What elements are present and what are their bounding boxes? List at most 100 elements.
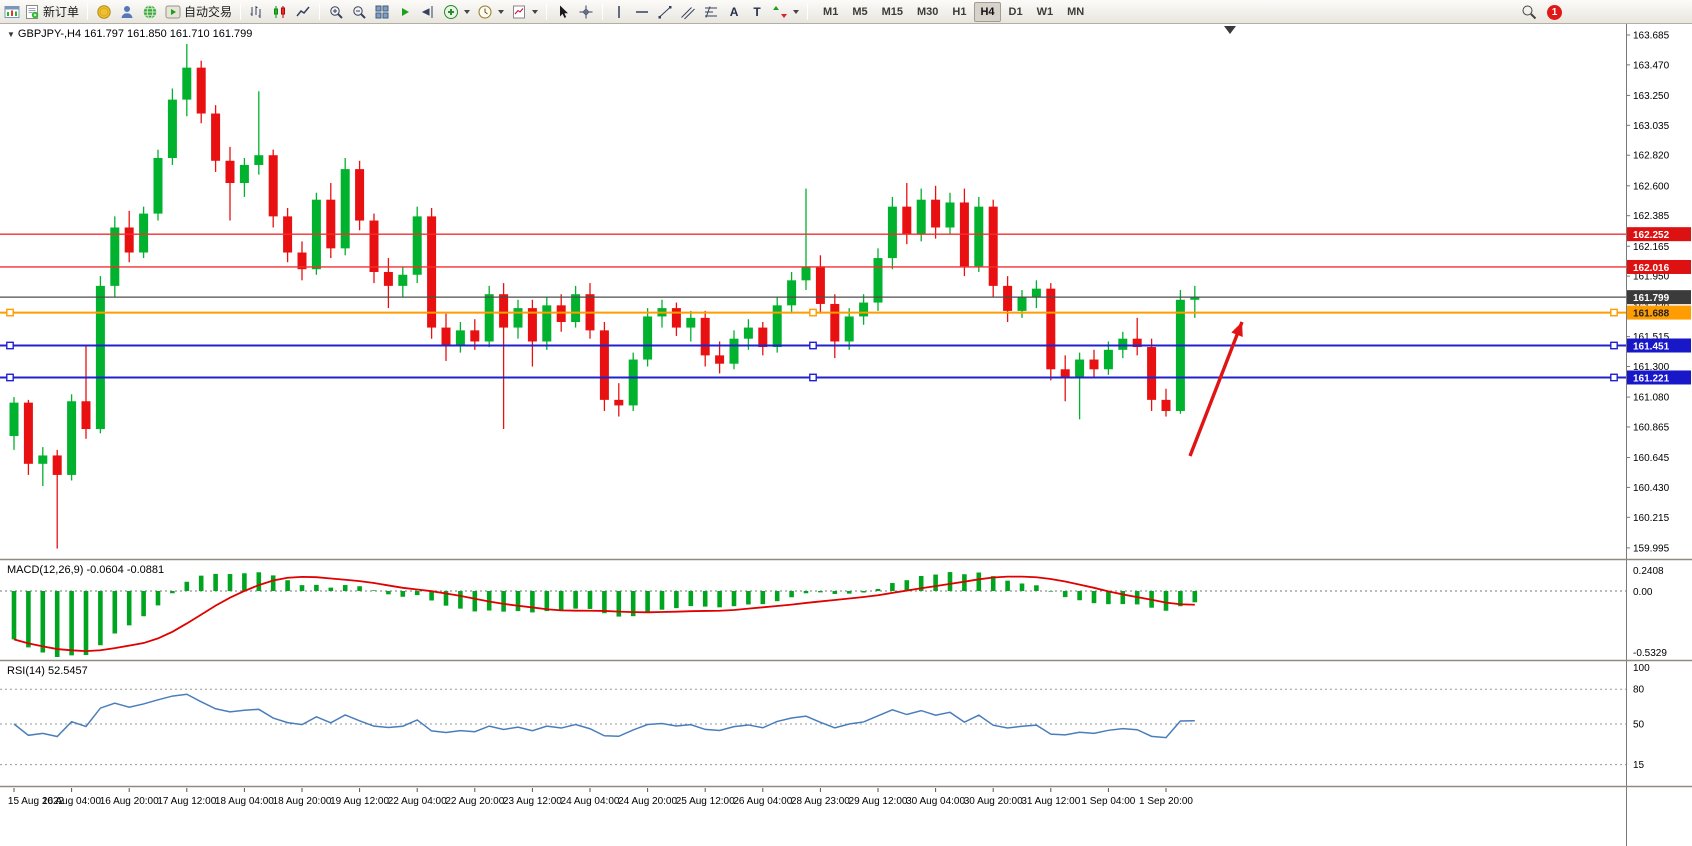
svg-text:31 Aug 12:00: 31 Aug 12:00 (1021, 796, 1080, 807)
indicators-button[interactable] (440, 2, 473, 22)
candlestick-chart-button[interactable] (269, 2, 291, 22)
timeframe-MN[interactable]: MN (1067, 5, 1085, 18)
timeframe-M5[interactable]: M5 (852, 5, 868, 18)
timeframe-M15[interactable]: M15 (881, 5, 903, 18)
svg-text:1 Sep 20:00: 1 Sep 20:00 (1139, 796, 1193, 807)
horizontal-line-button[interactable] (631, 2, 653, 22)
trendline-button[interactable] (654, 2, 676, 22)
trend-arrow[interactable] (1188, 321, 1244, 457)
channel-button[interactable] (677, 2, 699, 22)
arrows-tool-button[interactable] (769, 2, 802, 22)
macd-histogram (11, 572, 1198, 657)
zoom-in-button[interactable] (325, 2, 347, 22)
hline-handle[interactable] (1610, 373, 1618, 382)
auto-scroll-button[interactable] (394, 2, 416, 22)
timeframe-H1[interactable]: H1 (952, 5, 967, 18)
svg-text:30 Aug 04:00: 30 Aug 04:00 (906, 796, 965, 807)
hline-handle[interactable] (809, 373, 817, 382)
zoom-out-button[interactable] (348, 2, 370, 22)
separator (807, 3, 809, 20)
macd-axis-label: 0.00 (1633, 587, 1653, 598)
crosshair-button[interactable] (575, 2, 597, 22)
tile-windows-button[interactable] (371, 2, 393, 22)
chart-shift-marker[interactable] (1224, 26, 1236, 34)
fibonacci-button[interactable] (700, 2, 722, 22)
new-order-button[interactable]: 新订单 (21, 2, 82, 22)
svg-text:23 Aug 12:00: 23 Aug 12:00 (503, 796, 562, 807)
symbol-label: GBPJPY-,H4 (17, 28, 82, 40)
rsi-panel[interactable]: 100 80 50 15 (0, 662, 1692, 788)
svg-text:160.645: 160.645 (1633, 453, 1670, 464)
timeframe-M30[interactable]: M30 (917, 5, 939, 18)
profile-button[interactable] (116, 2, 138, 22)
svg-text:162.165: 162.165 (1633, 242, 1670, 253)
periods-button[interactable] (474, 2, 507, 22)
hlines-layer[interactable]: 162.252 162.016 161.799 161.688 161.451 161.2… (0, 227, 1691, 385)
hline-handle[interactable] (1610, 341, 1618, 350)
label-tool-button[interactable]: T (746, 2, 768, 22)
template-icon (513, 5, 526, 18)
svg-text:18 Aug 20:00: 18 Aug 20:00 (273, 796, 332, 807)
svg-text:161.080: 161.080 (1633, 393, 1670, 404)
hline-handle[interactable] (6, 341, 14, 350)
bar-chart-button[interactable] (246, 2, 268, 22)
svg-text:30 Aug 20:00: 30 Aug 20:00 (964, 796, 1023, 807)
chart-title: ▼ GBPJPY-,H4 161.797 161.850 161.710 161.… (7, 28, 252, 40)
svg-text:162.016: 162.016 (1633, 263, 1670, 274)
coin-icon (97, 4, 111, 19)
svg-text:18 Aug 04:00: 18 Aug 04:00 (215, 796, 274, 807)
vertical-line-button[interactable] (608, 2, 630, 22)
macd-axis-label: -0.5329 (1633, 648, 1667, 659)
timeframe-M1[interactable]: M1 (823, 5, 839, 18)
cursor-button[interactable] (552, 2, 574, 22)
indicators-icon (444, 4, 459, 19)
rsi-axis-label: 50 (1633, 720, 1645, 731)
notification-badge[interactable]: 1 (1547, 4, 1562, 20)
hline-handle[interactable] (809, 341, 817, 350)
svg-text:22 Aug 04:00: 22 Aug 04:00 (388, 796, 447, 807)
dropdown-caret (464, 9, 471, 14)
svg-text:161.799: 161.799 (1633, 293, 1670, 304)
svg-text:161.950: 161.950 (1633, 272, 1670, 283)
rsi-axis-label: 15 (1633, 760, 1645, 771)
separator (602, 3, 604, 20)
svg-text:17 Aug 12:00: 17 Aug 12:00 (157, 796, 216, 807)
svg-text:161.515: 161.515 (1633, 332, 1670, 343)
community-button[interactable] (139, 2, 161, 22)
search-button[interactable] (1518, 2, 1540, 22)
timeframe-D1[interactable]: D1 (1008, 5, 1023, 18)
main-chart[interactable]: 163.685 163.470 163.250 163.035 162.820 162.6… (0, 24, 1692, 561)
fibonacci-icon (705, 5, 718, 18)
chart-shift-button[interactable] (417, 2, 439, 22)
timeframe-H4[interactable]: H4 (974, 1, 1001, 22)
hline-handle[interactable] (6, 373, 14, 382)
dropdown-caret (793, 9, 800, 14)
svg-text:1 Sep 04:00: 1 Sep 04:00 (1081, 796, 1135, 807)
zoom-out-icon (353, 5, 366, 19)
market-button[interactable] (93, 2, 115, 22)
autotrading-button[interactable]: 自动交易 (162, 2, 235, 22)
svg-text:161.688: 161.688 (1633, 308, 1670, 319)
price-tag (1627, 227, 1691, 242)
svg-text:163.250: 163.250 (1633, 91, 1670, 102)
hline-handle[interactable] (809, 308, 817, 317)
new-order-label: 新订单 (43, 5, 80, 19)
svg-text:161.300: 161.300 (1633, 362, 1670, 373)
ohlc-label: 161.797 161.850 161.710 161.799 (84, 28, 253, 40)
crosshair-icon (579, 5, 593, 18)
collapse-icon[interactable]: ▼ (7, 30, 15, 39)
chart-window-icon (4, 5, 20, 18)
templates-button[interactable] (508, 2, 541, 22)
hline-handle[interactable] (1610, 308, 1618, 317)
line-chart-button[interactable] (292, 2, 314, 22)
macd-panel[interactable]: 0.2408 0.00 -0.5329 (0, 561, 1692, 662)
hline-handle[interactable] (6, 308, 14, 317)
timeframe-W1[interactable]: W1 (1036, 5, 1054, 18)
horizontal-line-icon (636, 10, 649, 13)
timeframe-group: M1 M5 M15 M30 H1 H4 D1 W1 MN (817, 1, 1090, 22)
dropdown-caret (532, 9, 539, 14)
svg-text:28 Aug 23:00: 28 Aug 23:00 (791, 796, 850, 807)
text-tool-button[interactable]: A (723, 2, 745, 22)
